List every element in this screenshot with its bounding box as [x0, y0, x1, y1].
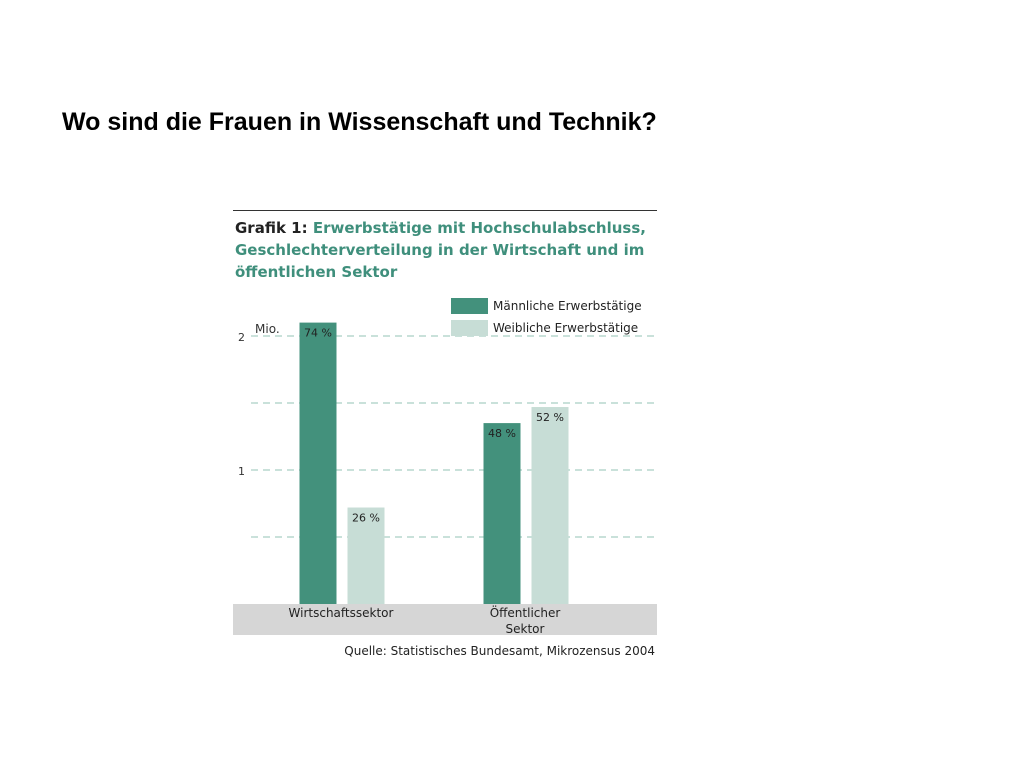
- bar-data-label: 52 %: [536, 411, 564, 424]
- bar-data-label: 48 %: [488, 427, 516, 440]
- y-unit-label: Mio.: [255, 322, 280, 336]
- bar-data-label: 74 %: [304, 327, 332, 340]
- legend-swatch: [451, 298, 488, 314]
- slide-title: Wo sind die Frauen in Wissenschaft und T…: [62, 108, 657, 136]
- bar-chart: 1 2 Mio. 74 % 48 % 26 % 52 % Wirtschaftssektor Ö…: [233, 298, 657, 658]
- y-tick-label: 1: [238, 465, 245, 478]
- legend-swatch: [451, 320, 488, 336]
- bar: [299, 322, 337, 604]
- chart-title: Grafik 1: Erwerbstätige mit Hochschulabs…: [235, 217, 655, 283]
- legend-label: Weibliche Erwerbstätige: [493, 321, 638, 335]
- chart-source-note: Quelle: Statistisches Bundesamt, Mikroze…: [344, 644, 655, 658]
- chart-title-prefix: Grafik 1:: [235, 219, 308, 237]
- bar: [531, 407, 569, 604]
- chart-figure: Grafik 1: Erwerbstätige mit Hochschulabs…: [233, 208, 657, 664]
- category-band: [233, 604, 657, 635]
- bar-data-label: 26 %: [352, 512, 380, 525]
- chart-title-text: Erwerbstätige mit Hochschulabschluss, Ge…: [235, 219, 646, 281]
- legend-label: Männliche Erwerbstätige: [493, 299, 642, 313]
- figure-top-rule: [233, 210, 657, 211]
- bar: [483, 423, 521, 604]
- x-category-label: Sektor: [506, 622, 545, 636]
- y-tick-label: 2: [238, 331, 245, 344]
- x-category-label: Wirtschaftssektor: [289, 606, 394, 620]
- x-category-label: Öffentlicher: [490, 604, 561, 620]
- bar: [347, 507, 385, 604]
